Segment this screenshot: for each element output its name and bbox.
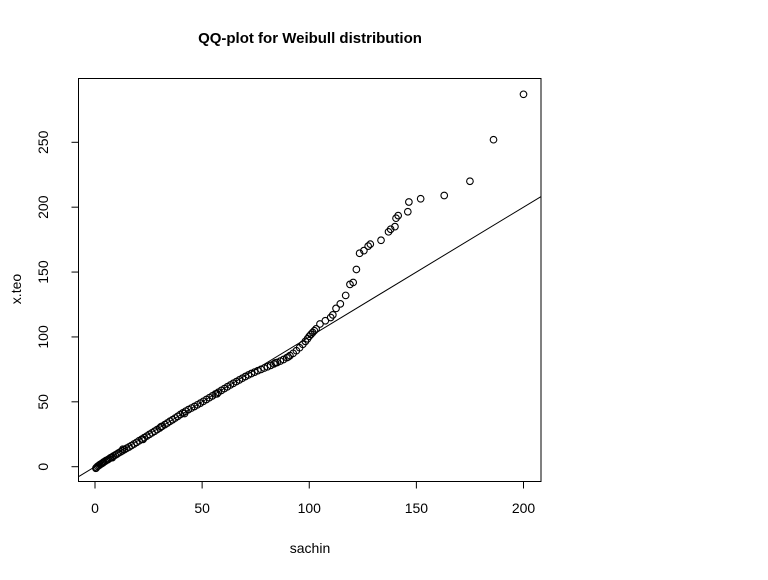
chart-title: QQ-plot for Weibull distribution [198, 30, 422, 47]
y-tick-label: 250 [35, 130, 51, 154]
data-point [366, 240, 375, 249]
data-point [386, 225, 395, 234]
data-point [336, 300, 345, 308]
x-tick-label: 200 [512, 500, 536, 516]
data-point [466, 177, 474, 186]
data-point [328, 311, 337, 319]
data-point [391, 222, 399, 231]
data-point [519, 90, 528, 99]
data-point [332, 304, 340, 313]
x-tick-label: 150 [405, 500, 429, 516]
data-point [310, 326, 319, 335]
data-point [489, 135, 498, 144]
y-tick-label: 50 [35, 394, 51, 410]
data-point [377, 236, 385, 245]
y-tick-label: 100 [35, 325, 51, 349]
data-point [341, 291, 350, 300]
data-point [440, 191, 449, 200]
plot-box [78, 78, 542, 482]
x-tick-label: 0 [91, 500, 99, 516]
y-axis-label: x.teo [8, 273, 24, 305]
data-point [394, 211, 403, 220]
x-axis-label: sachin [289, 540, 331, 556]
y-tick-label: 0 [35, 463, 51, 471]
data-point [403, 207, 412, 216]
data-point [312, 325, 320, 333]
data-point [349, 278, 358, 287]
data-point [355, 249, 364, 258]
data-point [284, 353, 293, 361]
x-tick-label: 50 [194, 500, 210, 516]
data-point [364, 242, 373, 250]
data-point [416, 194, 425, 203]
y-tick-label: 200 [35, 195, 51, 219]
data-point [405, 198, 413, 206]
data-point [352, 265, 361, 274]
x-tick-label: 100 [298, 500, 322, 516]
data-point [360, 246, 368, 255]
y-tick-label: 150 [35, 260, 51, 284]
